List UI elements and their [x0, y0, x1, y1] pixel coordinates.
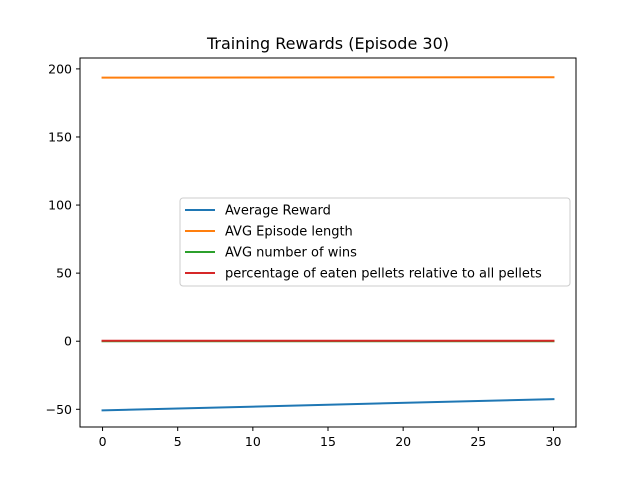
x-tick-label: 10 — [245, 434, 261, 449]
legend-label: percentage of eaten pellets relative to … — [225, 267, 542, 282]
x-tick-label: 30 — [546, 434, 562, 449]
x-tick-label: 25 — [470, 434, 486, 449]
series-line-1 — [101, 398, 555, 412]
x-tick-label: 20 — [395, 434, 411, 449]
x-tick-label: 15 — [320, 434, 336, 449]
legend-label: Average Reward — [225, 204, 331, 219]
y-axis: −50 0 50 100 150 200 — [46, 61, 80, 417]
y-tick-label: 150 — [48, 129, 72, 144]
legend-box — [179, 197, 571, 287]
legend: Average Reward AVG Episode length AVG numb… — [179, 197, 571, 287]
chart-title: Training Rewards (Episode 30) — [206, 34, 449, 53]
y-tick-label: −50 — [46, 402, 72, 417]
x-tick-label: 0 — [99, 434, 107, 449]
legend-label: AVG Episode length — [225, 225, 353, 240]
y-tick-label: 100 — [48, 198, 72, 213]
x-tick-label: 5 — [174, 434, 182, 449]
y-tick-label: 200 — [48, 61, 72, 76]
plot-area — [101, 76, 555, 412]
y-tick-label: 50 — [56, 266, 72, 281]
legend-label: AVG number of wins — [225, 246, 357, 261]
y-tick-label: 0 — [64, 334, 72, 349]
x-axis: 0 5 10 15 20 25 30 — [99, 427, 562, 449]
